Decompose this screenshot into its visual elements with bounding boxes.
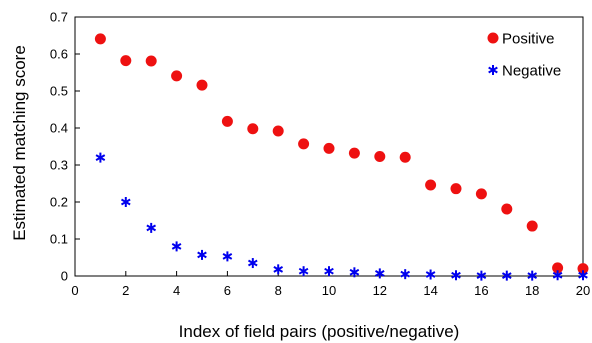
data-point — [94, 33, 106, 45]
data-point — [425, 269, 436, 280]
data-point — [273, 264, 284, 275]
data-point — [526, 220, 538, 232]
x-tick-label: 4 — [173, 283, 180, 298]
data-point — [451, 270, 461, 281]
data-point — [323, 142, 335, 154]
data-point — [527, 270, 538, 281]
data-point — [145, 55, 157, 67]
x-tick-label: 2 — [122, 283, 129, 298]
y-tick-label: 0.2 — [50, 195, 68, 210]
data-point — [374, 150, 386, 162]
data-point — [399, 151, 411, 163]
data-point — [578, 270, 588, 281]
x-tick-label: 0 — [71, 283, 78, 298]
series-layer — [94, 33, 589, 281]
data-point — [552, 262, 564, 274]
legend: Positive Negative — [487, 31, 561, 80]
x-axis-label: Index of field pairs (positive/negative) — [179, 322, 460, 341]
y-axis-ticks: 0 0.1 0.2 0.3 0.4 0.5 0.6 0.7 — [50, 10, 80, 284]
series-negative — [95, 152, 588, 281]
data-point — [95, 152, 106, 163]
x-tick-label: 6 — [224, 283, 231, 298]
data-point — [475, 188, 487, 200]
data-point — [298, 266, 309, 277]
data-point — [197, 249, 207, 260]
data-point — [221, 115, 233, 127]
data-point — [272, 125, 284, 137]
data-point — [476, 270, 487, 281]
data-point — [425, 179, 437, 191]
x-tick-label: 18 — [525, 283, 539, 298]
x-tick-label: 20 — [576, 283, 590, 298]
data-point — [171, 70, 183, 82]
x-tick-label: 12 — [373, 283, 387, 298]
y-tick-label: 0.7 — [50, 10, 68, 25]
data-point — [349, 267, 360, 278]
x-tick-label: 14 — [423, 283, 437, 298]
y-axis-label: Estimated matching score — [10, 45, 29, 241]
data-point — [374, 268, 385, 279]
data-point — [171, 241, 182, 252]
y-tick-label: 0.3 — [50, 158, 68, 173]
data-point — [298, 138, 310, 150]
legend-label: Positive — [502, 31, 555, 48]
data-point — [552, 270, 563, 281]
data-point — [400, 269, 411, 280]
data-point — [120, 197, 131, 207]
legend-label: Negative — [502, 63, 561, 80]
data-point — [120, 55, 132, 67]
data-point — [577, 263, 589, 275]
y-tick-label: 0.6 — [50, 47, 68, 62]
x-axis-ticks: 0 2 4 6 8 10 12 14 16 18 20 — [71, 271, 590, 298]
data-point — [146, 222, 157, 233]
y-tick-label: 0.1 — [50, 232, 68, 247]
data-point — [501, 270, 512, 281]
legend-marker — [488, 65, 498, 75]
legend-marker — [487, 32, 499, 44]
y-tick-label: 0.4 — [50, 121, 68, 136]
data-point — [450, 183, 462, 195]
data-point — [247, 123, 259, 135]
y-tick-label: 0 — [61, 269, 68, 284]
x-tick-label: 16 — [474, 283, 488, 298]
data-point — [222, 251, 233, 262]
data-point — [501, 203, 513, 215]
x-tick-label: 10 — [322, 283, 336, 298]
data-point — [348, 147, 360, 159]
data-point — [247, 258, 258, 269]
x-tick-label: 8 — [275, 283, 282, 298]
data-point — [196, 79, 208, 91]
data-point — [324, 266, 334, 277]
y-tick-label: 0.5 — [50, 84, 68, 99]
series-positive — [94, 33, 589, 275]
